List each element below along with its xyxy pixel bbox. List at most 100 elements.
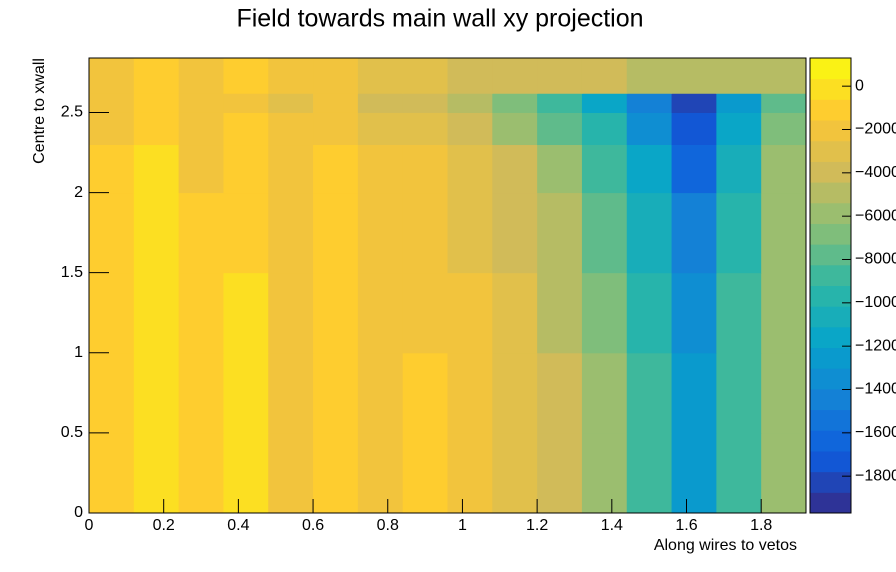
heatmap-cell bbox=[178, 352, 224, 434]
heatmap-cell bbox=[581, 112, 628, 146]
colorbar: 0 −2000 −4000 −6000 −8000 −10000 −12000 −14000 −… bbox=[809, 57, 896, 514]
heatmap-cell bbox=[626, 144, 673, 194]
colorbar-band bbox=[810, 409, 851, 431]
colorbar-band bbox=[810, 202, 851, 224]
heatmap-cell bbox=[447, 192, 493, 274]
heatmap-cell bbox=[89, 58, 135, 94]
heatmap-cell bbox=[671, 272, 717, 354]
colorbar-band bbox=[810, 368, 851, 390]
heatmap-cell bbox=[492, 93, 538, 113]
heatmap-cell bbox=[761, 352, 807, 434]
y-tick-label: 0 bbox=[74, 504, 83, 521]
heatmap-cell bbox=[178, 272, 224, 354]
colorbar-band bbox=[810, 388, 851, 411]
heatmap-cell bbox=[89, 352, 135, 434]
heatmap-cell bbox=[402, 272, 448, 354]
heatmap-cell bbox=[537, 192, 583, 274]
heatmap-cell bbox=[626, 93, 673, 113]
heatmap-cell bbox=[402, 192, 448, 274]
colorbar-band bbox=[810, 306, 851, 328]
heatmap-cell bbox=[268, 432, 314, 514]
heatmap-cell bbox=[223, 272, 269, 354]
heatmap-cell bbox=[626, 58, 673, 94]
heatmap-cell bbox=[447, 352, 493, 434]
heatmap-cell bbox=[671, 93, 717, 113]
colorbar-band bbox=[810, 182, 851, 204]
heatmap-cell bbox=[357, 352, 404, 434]
x-tick-label: 1 bbox=[458, 517, 467, 534]
colorbar-band bbox=[810, 120, 851, 142]
y-tick-label: 2.5 bbox=[61, 104, 83, 121]
heatmap-cell bbox=[447, 112, 493, 146]
heatmap-cell bbox=[537, 144, 583, 194]
heatmap-cell bbox=[357, 272, 404, 354]
y-axis-label: Centre to xwall bbox=[31, 58, 48, 164]
heatmap-cell bbox=[133, 352, 180, 434]
heatmap-cell bbox=[133, 112, 180, 146]
heatmap-cell bbox=[357, 192, 404, 274]
heatmap-cell bbox=[268, 93, 314, 113]
z-tick-label: −12000 bbox=[855, 337, 896, 354]
heatmap-cell bbox=[268, 192, 314, 274]
heatmap-cell bbox=[268, 112, 314, 146]
colorbar-band bbox=[810, 244, 851, 266]
heatmap-cell bbox=[133, 144, 180, 194]
heatmap-cell bbox=[313, 432, 359, 514]
colorbar-band bbox=[810, 285, 851, 307]
colorbar-band bbox=[810, 161, 851, 183]
heatmap-cell bbox=[537, 93, 583, 113]
x-tick-label: 0.6 bbox=[302, 517, 324, 534]
colorbar-band bbox=[810, 430, 851, 452]
colorbar-band bbox=[810, 58, 851, 80]
heatmap-cell bbox=[492, 352, 538, 434]
heatmap-cell bbox=[761, 272, 807, 354]
z-tick-label: −6000 bbox=[855, 207, 896, 224]
z-tick-label: −4000 bbox=[855, 164, 896, 181]
heatmap-cell bbox=[671, 432, 717, 514]
colorbar-band bbox=[810, 450, 851, 473]
heatmap-cell bbox=[313, 93, 359, 113]
heatmap-cell bbox=[178, 192, 224, 274]
heatmap-cell bbox=[581, 58, 628, 94]
heatmap-cell bbox=[537, 432, 583, 514]
heatmap-cell bbox=[716, 58, 762, 94]
plot-frame bbox=[88, 57, 807, 514]
heatmap-cell bbox=[313, 112, 359, 146]
heatmap-cell bbox=[626, 192, 673, 274]
heatmap-cell bbox=[268, 144, 314, 194]
heatmap-cell bbox=[671, 192, 717, 274]
heatmap-cell bbox=[716, 272, 762, 354]
heatmap-cell bbox=[223, 144, 269, 194]
z-tick-label: 0 bbox=[855, 77, 864, 94]
y-tick-label: 1 bbox=[74, 344, 83, 361]
heatmap-cell bbox=[492, 144, 538, 194]
heatmap-cell bbox=[223, 93, 269, 113]
heatmap-cell bbox=[626, 272, 673, 354]
colorbar-band bbox=[810, 326, 851, 349]
heatmap-cell bbox=[761, 144, 807, 194]
heatmap-cell bbox=[581, 192, 628, 274]
heatmap-cell bbox=[313, 58, 359, 94]
heatmap-cell bbox=[761, 432, 807, 514]
x-tick-label: 1.4 bbox=[601, 517, 623, 534]
heatmap-cell bbox=[178, 112, 224, 146]
x-axis-label: Along wires to vetos bbox=[654, 537, 797, 554]
heatmap-cell bbox=[492, 272, 538, 354]
heatmap-cell bbox=[402, 144, 448, 194]
heatmap-cell bbox=[313, 352, 359, 434]
heatmap-cell bbox=[581, 272, 628, 354]
heatmap-cell bbox=[581, 144, 628, 194]
heatmap-cell bbox=[671, 58, 717, 94]
heatmap-cell bbox=[761, 192, 807, 274]
heatmap-cell bbox=[178, 432, 224, 514]
heatmap-cell bbox=[402, 58, 448, 94]
heatmap-cell bbox=[671, 144, 717, 194]
heatmap-cell bbox=[357, 144, 404, 194]
x-tick-label: 1.8 bbox=[750, 517, 772, 534]
heatmap-cell bbox=[357, 432, 404, 514]
heatmap bbox=[89, 58, 807, 514]
heatmap-cell bbox=[89, 112, 135, 146]
x-tick-label: 1.2 bbox=[526, 517, 548, 534]
heatmap-cell bbox=[133, 93, 180, 113]
